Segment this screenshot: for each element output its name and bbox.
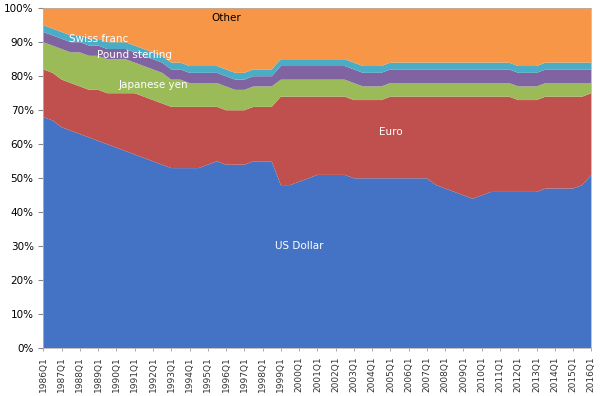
Text: Swiss franc: Swiss franc <box>68 34 128 44</box>
Text: Japanese yen: Japanese yen <box>118 80 188 90</box>
Text: Pound sterling: Pound sterling <box>97 50 172 60</box>
Text: US Dollar: US Dollar <box>275 241 323 251</box>
Text: Other: Other <box>211 13 241 23</box>
Text: Euro: Euro <box>379 128 402 137</box>
